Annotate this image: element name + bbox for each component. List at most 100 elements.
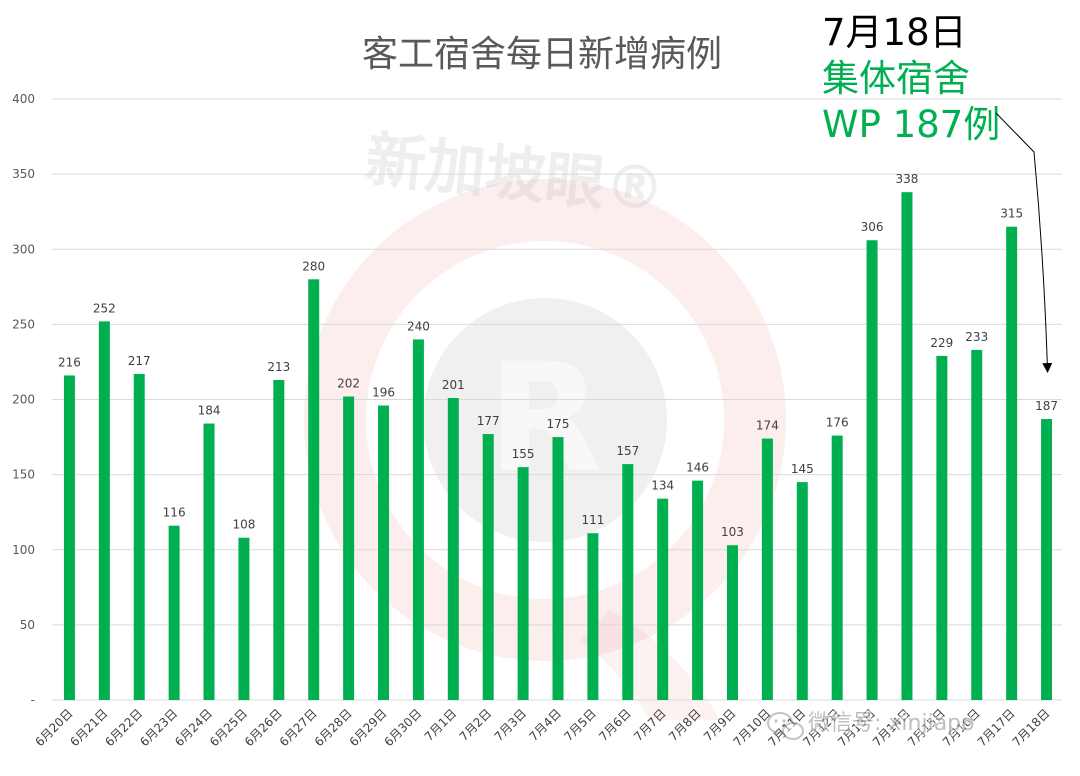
watermark-wechat: 微信号: xinjiapo [767, 710, 976, 740]
x-tick-label: 6月28日 [312, 706, 355, 749]
x-tick-label: 6月21日 [67, 706, 110, 749]
data-label: 116 [163, 506, 186, 520]
data-label: 252 [93, 301, 116, 315]
data-label: 202 [337, 376, 360, 390]
bar [482, 434, 494, 700]
x-tick-label: 6月27日 [277, 706, 320, 749]
data-label: 338 [896, 172, 919, 186]
x-tick-label: 7月6日 [596, 706, 634, 744]
bar [63, 375, 75, 700]
y-tick-label: 50 [20, 618, 35, 632]
data-label: 103 [721, 525, 744, 539]
wechat-icon [767, 712, 804, 740]
x-tick-label: 7月4日 [526, 706, 564, 744]
bar [692, 480, 704, 700]
bar [238, 537, 250, 700]
bar [587, 533, 599, 700]
y-tick-label: 150 [12, 468, 35, 482]
x-tick-label: 7月5日 [561, 706, 599, 744]
watermark-wechat-text: 微信号: xinjiapo [808, 711, 975, 736]
data-label: 196 [372, 386, 395, 400]
data-label: 134 [651, 479, 674, 493]
bar [901, 192, 913, 700]
x-tick-label: 7月18日 [1010, 706, 1053, 749]
bar [168, 525, 180, 700]
y-tick-label: 400 [12, 92, 35, 106]
y-tick-label: 250 [12, 317, 35, 331]
data-label: 175 [547, 417, 570, 431]
data-label: 176 [826, 416, 849, 430]
data-label: 240 [407, 319, 430, 333]
data-label: 157 [616, 444, 639, 458]
bar [98, 321, 110, 700]
y-tick-label: 200 [12, 393, 35, 407]
bar [622, 464, 634, 700]
x-tick-label: 6月26日 [242, 706, 285, 749]
x-tick-label: 6月25日 [207, 706, 250, 749]
x-tick-label: 7月17日 [975, 706, 1018, 749]
watermark-red-tail [580, 610, 720, 720]
annotation: 7月18日 集体宿舍 WP 187例 [822, 11, 1053, 374]
bar [203, 423, 215, 700]
data-label: 280 [302, 259, 325, 273]
bar [866, 240, 878, 701]
x-tick-label: 6月30日 [381, 706, 424, 749]
bar [831, 435, 843, 700]
data-label: 233 [965, 330, 988, 344]
y-tick-label: 100 [12, 543, 35, 557]
data-label: 111 [581, 513, 604, 527]
watermark-r-mark: R [487, 332, 603, 506]
bar [273, 379, 285, 700]
x-tick-label: 6月29日 [347, 706, 390, 749]
y-tick-label: - [31, 693, 35, 707]
bar [936, 355, 948, 700]
chart-title: 客工宿舍每日新增病例 [362, 34, 722, 75]
x-tick-label: 7月1日 [422, 706, 460, 744]
annotation-count: WP 187例 [822, 103, 1000, 146]
bar [1041, 419, 1053, 700]
bar [796, 482, 808, 700]
data-label: 174 [756, 419, 779, 433]
data-label: 213 [267, 360, 290, 374]
bar [657, 498, 669, 700]
bar [761, 438, 773, 700]
annotation-category: 集体宿舍 [822, 57, 970, 100]
x-tick-label: 6月22日 [102, 706, 145, 749]
x-tick-label: 6月20日 [33, 706, 76, 749]
watermark-logo: R 新加坡眼® [304, 125, 786, 720]
bar [343, 396, 355, 700]
data-label: 155 [512, 447, 535, 461]
data-label: 145 [791, 462, 814, 476]
data-label: 315 [1000, 207, 1023, 221]
bar [726, 545, 738, 700]
bar [517, 467, 529, 700]
annotation-date: 7月18日 [822, 11, 967, 54]
bar [133, 373, 145, 700]
x-tick-label: 6月24日 [172, 706, 215, 749]
bar [378, 405, 390, 700]
bar [971, 349, 983, 700]
data-label: 108 [232, 518, 255, 532]
data-label: 306 [861, 220, 884, 234]
y-axis-ticks: - 50 100 150 200 250 300 350 400 [12, 92, 35, 707]
x-tick-label: 7月10日 [730, 706, 773, 749]
x-tick-label: 7月2日 [457, 706, 495, 744]
bar [412, 339, 424, 700]
data-label: 201 [442, 378, 465, 392]
y-tick-label: 350 [12, 167, 35, 181]
data-label: 146 [686, 461, 709, 475]
data-labels: 216 252 217 116 184 108 213 280 202 196 240 201 177 1… [58, 172, 1058, 539]
bars [63, 192, 1053, 701]
bar [1006, 226, 1018, 700]
data-label: 216 [58, 355, 81, 369]
y-tick-label: 300 [12, 242, 35, 256]
data-label: 229 [930, 336, 953, 350]
x-tick-label: 7月3日 [492, 706, 530, 744]
x-tick-label: 6月23日 [137, 706, 180, 749]
data-label: 184 [198, 404, 221, 418]
data-label: 187 [1035, 399, 1058, 413]
bar [552, 437, 564, 700]
data-label: 217 [128, 354, 151, 368]
data-label: 177 [477, 414, 500, 428]
